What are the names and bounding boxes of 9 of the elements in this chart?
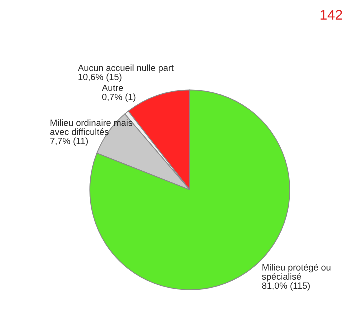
data-label: 7,7% (11) <box>50 138 88 146</box>
slice-label: Milieu protégé ou spécialisé <box>262 264 331 282</box>
data-label: 0,7% (1) <box>102 94 136 102</box>
text: 142 <box>320 10 342 20</box>
slice-label: Aucun accueil nulle part <box>78 64 174 74</box>
data-label: 10,6% (15) <box>78 74 122 82</box>
data-label: 81,0% (115) <box>262 282 310 291</box>
slice-label: Milieu ordinaire mais avec difficultés <box>50 120 133 136</box>
slice-label: Autre <box>102 85 124 92</box>
